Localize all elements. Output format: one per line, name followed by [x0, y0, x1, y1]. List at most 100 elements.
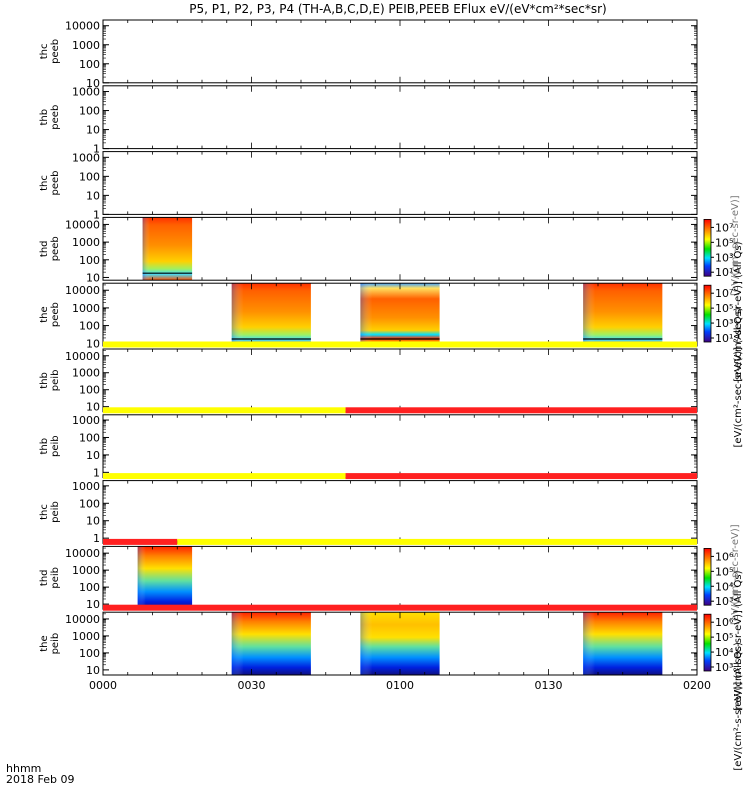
quality-flag-bar — [177, 538, 697, 545]
colorbar — [703, 548, 712, 606]
probe-label: thc — [39, 175, 50, 191]
colorbar-tick-label: 10¹ — [715, 266, 733, 279]
panel-ylabel: thepeib — [39, 633, 61, 655]
panel-frame — [102, 151, 698, 215]
y-tick-label: 10 — [86, 77, 100, 90]
y-tick-label: 100 — [79, 647, 100, 660]
panel-ylabel: thcpeeb — [39, 39, 61, 64]
chart-title: P5, P1, P2, P3, P4 (TH-A,B,C,D,E) PEIB,P… — [189, 2, 606, 16]
product-label: peib — [50, 567, 61, 589]
panel-thb-peib: 1000 100 10 1 thbpeib — [39, 407, 698, 479]
product-label: peeb — [50, 39, 61, 64]
y-tick-label: 10000 — [65, 20, 100, 33]
x-axis: 0000 0030 0100 0130 0200 — [89, 679, 711, 692]
probe-label: the — [39, 306, 50, 322]
probe-label: the — [39, 635, 50, 651]
y-tick-label: 10 — [86, 124, 100, 137]
colorbar-label: [eV/(cm²-sec-sr-eV)] (All Qs) — [733, 570, 744, 710]
colorbar-tick-label: 10³ — [715, 595, 733, 608]
y-tick-label: 10 — [86, 598, 100, 611]
time-format-label: hhmm — [6, 762, 41, 775]
colorbar — [703, 284, 712, 343]
quality-flag-bar — [103, 604, 697, 611]
y-tick-label: 10 — [86, 664, 100, 677]
spectrogram-block-shade — [360, 612, 440, 675]
colorbar-tick-label: 10⁶ — [715, 616, 734, 629]
y-tick-label: 1000 — [72, 236, 100, 249]
y-tick-label: 100 — [79, 320, 100, 333]
y-tick-label: 1 — [93, 532, 100, 545]
panel-ylabel: thcpeib — [39, 501, 61, 523]
panel-thc-peeb: 1000 100 10 1 thcpeeb — [39, 151, 698, 221]
y-tick-label: 1000 — [72, 630, 100, 643]
x-tick-label: 0130 — [535, 679, 563, 692]
product-label: peib — [50, 370, 61, 392]
panel-stack: 10000100010010thcpeeb1000100101thbpeeb10… — [39, 19, 744, 771]
y-tick-label: 10000 — [65, 350, 100, 363]
product-label: peeb — [50, 171, 61, 196]
panel-frame — [102, 19, 698, 84]
colorbar-tick-label: 10⁷ — [715, 287, 733, 300]
y-tick-label: 100 — [79, 581, 100, 594]
colorbar-tick-label: 10⁴ — [715, 580, 734, 593]
colorbar-label-overlap: [eV/(cm²-sec-sr-eV)] — [730, 195, 741, 296]
panel-the-peeb: 10000 1000 100 10 thepeeb 10⁷ 10⁵ 10³ 10¹ [eV/(cm… — [39, 282, 744, 448]
y-tick-label: 1000 — [72, 564, 100, 577]
panel-thc-peeb: 10000 1000 100 10 thcpeeb — [39, 19, 698, 90]
y-tick-label: 1000 — [72, 39, 100, 52]
colorbar-label: [eV/(cm²-sec-sr-eV)] (All Qs) — [733, 307, 744, 447]
y-tick-label: 10000 — [65, 284, 100, 297]
y-tick-label: 1000 — [72, 480, 100, 493]
probe-label: thb — [39, 109, 50, 126]
x-tick-label: 0100 — [386, 679, 414, 692]
y-tick-label: 10 — [86, 449, 100, 462]
product-label: peeb — [50, 236, 61, 261]
probe-label: thc — [39, 504, 50, 520]
spectrogram-block-shade — [137, 546, 193, 610]
colorbar-tick-label: 10⁵ — [715, 631, 733, 644]
panel-frame — [102, 480, 698, 544]
quality-flag-bar — [103, 341, 697, 348]
y-tick-label: 10 — [86, 401, 100, 414]
panel-frame — [102, 348, 698, 413]
panel-thc-peib: 1000 100 10 1 thcpeib — [39, 473, 698, 545]
y-tick-label: 1 — [93, 208, 100, 221]
y-tick-label: 1 — [93, 143, 100, 156]
y-tick-label: 10000 — [65, 218, 100, 231]
colorbar-tick-label: 10⁷ — [715, 221, 733, 234]
panel-ylabel: thcpeeb — [39, 171, 61, 196]
colorbar-tick-label: 10⁶ — [715, 550, 734, 563]
probe-label: thb — [39, 438, 50, 455]
y-tick-label: 1000 — [72, 414, 100, 427]
panel-ylabel: thdpeeb — [39, 236, 61, 261]
colorbar-tick-label: 10³ — [715, 661, 733, 674]
x-tick-label: 0000 — [89, 679, 117, 692]
spectrogram-block-shade — [142, 217, 193, 281]
panel-frame — [102, 414, 698, 479]
y-tick-label: 1 — [93, 466, 100, 479]
spectrogram-block-shade — [231, 283, 311, 346]
y-tick-label: 10000 — [65, 547, 100, 560]
colorbar — [703, 613, 712, 672]
colorbar-label: [eV/(cm²-s-sr-eV)] (All Qs) — [733, 642, 744, 771]
colorbar — [703, 218, 712, 277]
y-tick-label: 10 — [86, 189, 100, 202]
product-label: peeb — [50, 302, 61, 327]
colorbar-label-overlap: [eV/(cm²-sec-sr-eV)] — [730, 524, 741, 625]
spectrogram-block-shade — [583, 283, 663, 346]
panel-ylabel: thdpeib — [39, 567, 61, 589]
panel-ylabel: thbpeib — [39, 370, 61, 392]
y-tick-label: 10 — [86, 337, 100, 350]
y-tick-label: 1000 — [72, 302, 100, 315]
y-tick-label: 100 — [79, 431, 100, 444]
spectrogram-block-shade — [231, 612, 311, 675]
panel-frame — [102, 85, 698, 150]
y-tick-label: 100 — [79, 58, 100, 71]
product-label: peib — [50, 633, 61, 655]
colorbar-tick-label: 10⁵ — [715, 302, 733, 315]
panel-ylabel: thbpeeb — [39, 105, 61, 130]
spectrogram-block-shade — [360, 283, 440, 346]
